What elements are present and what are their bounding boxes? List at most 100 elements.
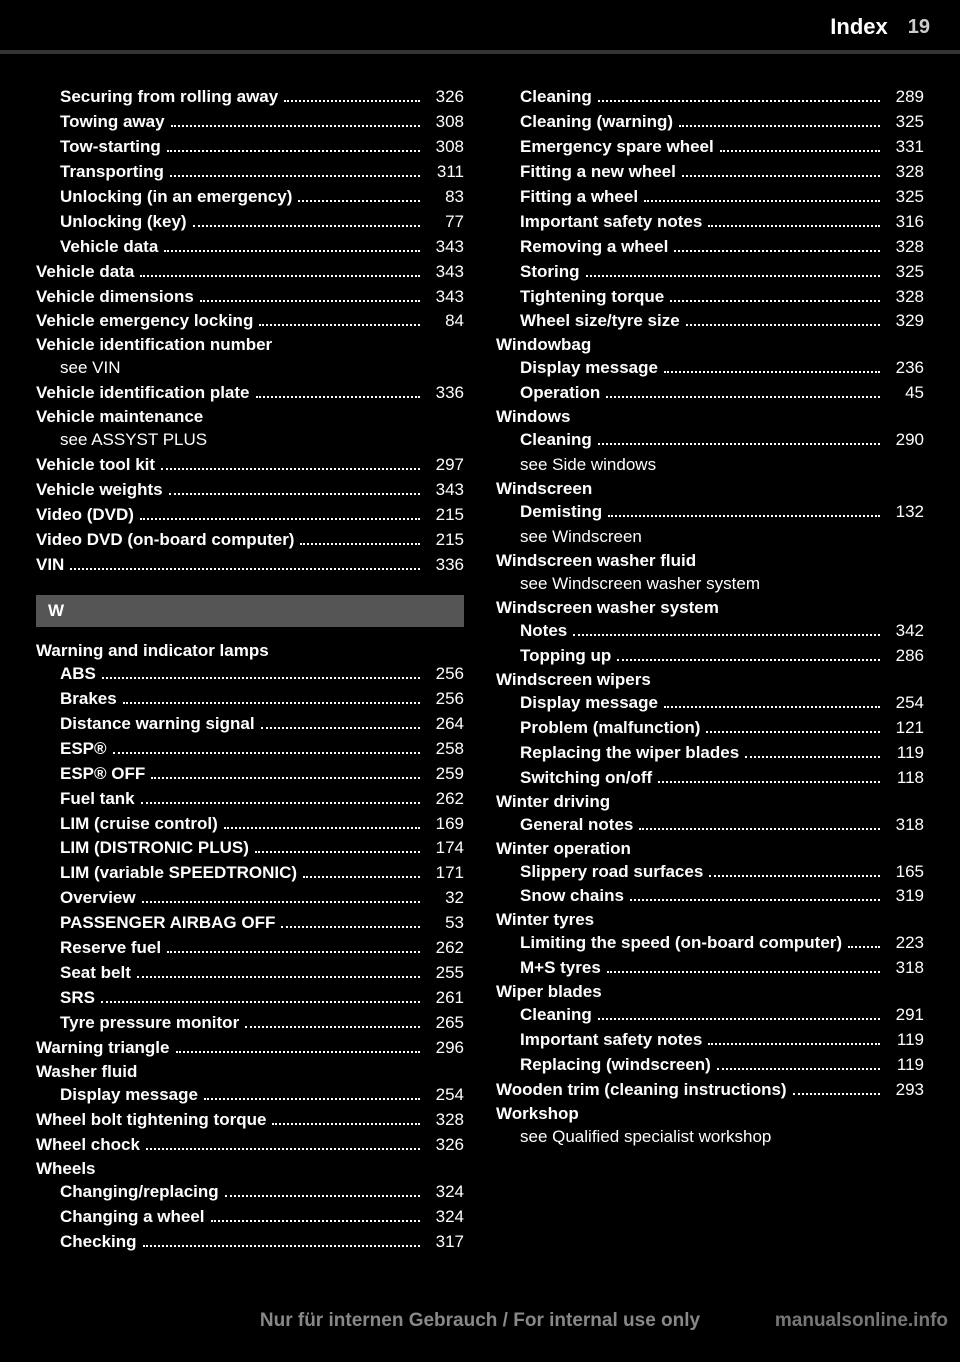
entry-page: 236 — [886, 357, 924, 380]
leader-dots — [141, 802, 420, 804]
entry-label: Slippery road surfaces — [520, 861, 703, 884]
index-entry: Checking317 — [36, 1231, 464, 1254]
index-entry: Tow-starting308 — [36, 136, 464, 159]
index-entry: Notes342 — [496, 620, 924, 643]
leader-dots — [281, 926, 420, 928]
entry-label: Vehicle data — [36, 261, 134, 284]
entry-page: 256 — [426, 688, 464, 711]
entry-label: Cleaning (warning) — [520, 111, 673, 134]
entry-label: Vehicle weights — [36, 479, 163, 502]
leader-dots — [674, 250, 880, 252]
entry-label: Seat belt — [60, 962, 131, 985]
entry-page: 342 — [886, 620, 924, 643]
entry-page: 316 — [886, 211, 924, 234]
entry-label: Wooden trim (cleaning instructions) — [496, 1079, 787, 1102]
leader-dots — [303, 876, 420, 878]
index-see-ref: see Side windows — [496, 454, 924, 477]
entry-page: 324 — [426, 1206, 464, 1229]
index-see-ref: see ASSYST PLUS — [36, 429, 464, 452]
entry-label: SRS — [60, 987, 95, 1010]
index-entry: Wheel chock326 — [36, 1134, 464, 1157]
index-heading: Windscreen wipers — [496, 670, 924, 690]
index-entry: Vehicle tool kit297 — [36, 454, 464, 477]
index-entry: ESP®258 — [36, 738, 464, 761]
index-entry: M+S tyres318 — [496, 957, 924, 980]
entry-label: Fuel tank — [60, 788, 135, 811]
index-see-ref: see Qualified specialist workshop — [496, 1126, 924, 1149]
entry-page: 77 — [426, 211, 464, 234]
entry-label: Securing from rolling away — [60, 86, 278, 109]
right-column: Cleaning289Cleaning (warning)325Emergenc… — [496, 86, 924, 1256]
entry-page: 286 — [886, 645, 924, 668]
entry-label: Vehicle data — [60, 236, 158, 259]
entry-page: 262 — [426, 788, 464, 811]
leader-dots — [658, 781, 880, 783]
leader-dots — [630, 899, 880, 901]
entry-label: Vehicle dimensions — [36, 286, 194, 309]
leader-dots — [151, 777, 420, 779]
entry-page: 119 — [886, 1054, 924, 1077]
entry-page: 258 — [426, 738, 464, 761]
leader-dots — [682, 175, 880, 177]
index-entry: Important safety notes 119 — [496, 1029, 924, 1052]
entry-label: LIM (DISTRONIC PLUS) — [60, 837, 249, 860]
index-entry: Vehicle identification plate336 — [36, 382, 464, 405]
entry-page: 119 — [886, 1029, 924, 1052]
index-heading: Wheels — [36, 1159, 464, 1179]
index-content: Securing from rolling away 326 Towing away… — [0, 54, 960, 1256]
index-entry: LIM (DISTRONIC PLUS) 174 — [36, 837, 464, 860]
index-entry: Vehicle weights343 — [36, 479, 464, 502]
entry-label: Transporting — [60, 161, 164, 184]
entry-page: 121 — [886, 717, 924, 740]
entry-page: 328 — [886, 236, 924, 259]
entry-label: Important safety notes — [520, 1029, 702, 1052]
entry-page: 343 — [426, 236, 464, 259]
leader-dots — [679, 125, 880, 127]
entry-label: Cleaning — [520, 1004, 592, 1027]
entry-label: Wheel size/tyre size — [520, 310, 680, 333]
entry-page: 324 — [426, 1181, 464, 1204]
index-entry: Replacing (windscreen)119 — [496, 1054, 924, 1077]
leader-dots — [608, 515, 880, 517]
leader-dots — [142, 901, 420, 903]
leader-dots — [245, 1026, 420, 1028]
index-entry: Unlocking (in an emergency)83 — [36, 186, 464, 209]
leader-dots — [607, 971, 880, 973]
leader-dots — [256, 396, 421, 398]
entry-page: 255 — [426, 962, 464, 985]
leader-dots — [123, 702, 420, 704]
index-entry: Cleaning289 — [496, 86, 924, 109]
index-heading: Winter operation — [496, 839, 924, 859]
entry-page: 329 — [886, 310, 924, 333]
index-heading: Windowbag — [496, 335, 924, 355]
leader-dots — [720, 150, 880, 152]
index-entry: Snow chains319 — [496, 885, 924, 908]
entry-page: 319 — [886, 885, 924, 908]
entry-page: 297 — [426, 454, 464, 477]
leader-dots — [140, 275, 420, 277]
entry-page: 174 — [426, 837, 464, 860]
index-entry: Brakes256 — [36, 688, 464, 711]
index-entry: Demisting132 — [496, 501, 924, 524]
entry-label: Changing/replacing — [60, 1181, 219, 1204]
leader-dots — [176, 1051, 421, 1053]
index-entry: LIM (cruise control)169 — [36, 813, 464, 836]
section-letter: W — [36, 595, 464, 627]
leader-dots — [102, 677, 420, 679]
leader-dots — [708, 225, 880, 227]
leader-dots — [211, 1220, 420, 1222]
entry-page: 326 — [426, 1134, 464, 1157]
leader-dots — [848, 946, 880, 948]
index-see-ref: see Windscreen — [496, 526, 924, 549]
entry-label: LIM (cruise control) — [60, 813, 218, 836]
index-entry: Transporting311 — [36, 161, 464, 184]
entry-page: 259 — [426, 763, 464, 786]
entry-page: 318 — [886, 957, 924, 980]
index-entry: Wheel bolt tightening torque328 — [36, 1109, 464, 1132]
entry-page: 254 — [886, 692, 924, 715]
leader-dots — [140, 518, 420, 520]
entry-label: Towing away — [60, 111, 165, 134]
index-entry: Video (DVD)215 — [36, 504, 464, 527]
entry-page: 328 — [886, 161, 924, 184]
entry-page: 296 — [426, 1037, 464, 1060]
